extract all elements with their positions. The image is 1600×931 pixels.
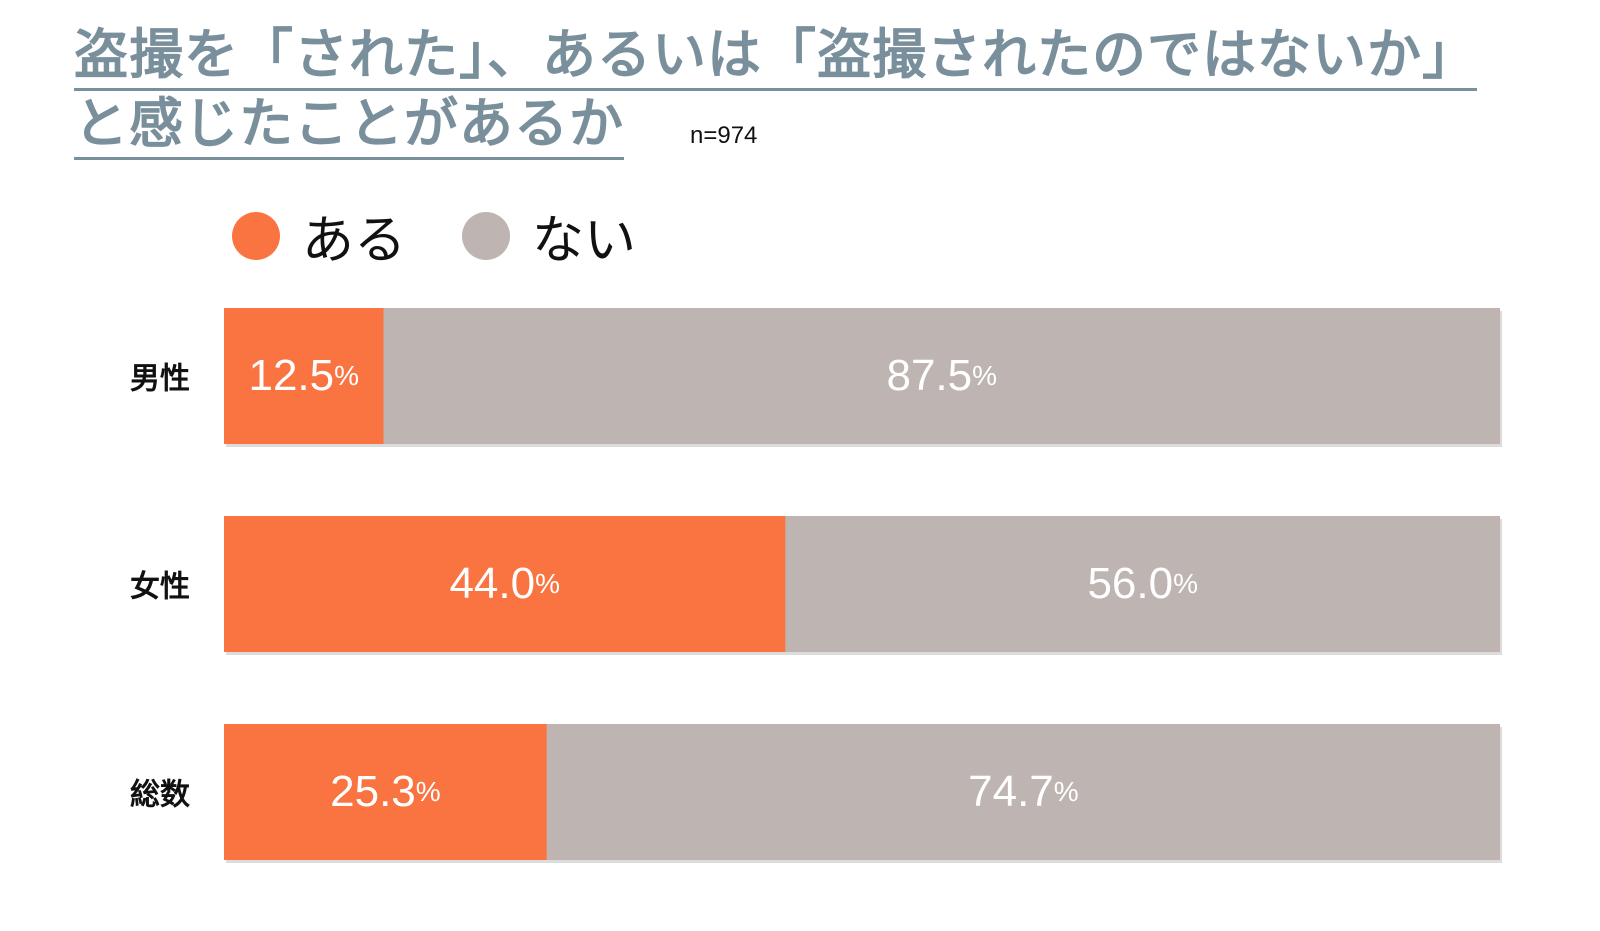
data-label-nai: 56.0% [1087,559,1198,608]
legend-swatch-nai [462,211,511,260]
legend-label-aru: ある [302,211,407,271]
bar-segment-aru [224,724,547,860]
chart-title-line-2: と感じたことがあるか [74,91,624,160]
chart-legend: ある ない [232,198,692,273]
bar-segment-nai [383,308,1500,444]
legend-label-nai: ない [532,211,637,271]
bar-row-1: 男性 12.5% 87.5% [130,308,1502,447]
legend-swatch-aru [232,211,280,260]
chart-title-line-1: 盗撮を「された」、あるいは「盗撮されたのではないか」 [74,22,1477,91]
category-label: 女性 [130,570,190,605]
bar-row-2: 女性 44.0% 56.0% [130,516,1502,655]
data-label-aru: 12.5% [248,351,359,400]
bar-segment-aru [224,308,384,444]
category-label: 男性 [130,362,190,397]
bar-segment-aru [224,516,786,652]
category-label: 総数 [130,778,191,813]
legend-item-aru: ある [232,198,406,273]
data-label-aru: 25.3% [330,767,441,816]
chart-title: 盗撮を「された」、あるいは「盗撮されたのではないか」 と感じたことがあるか [74,22,1534,160]
bar-row-3: 総数 25.3% 74.7% [130,724,1502,863]
data-label-nai: 74.7% [968,767,1079,816]
data-label-aru: 44.0% [449,559,560,608]
bar-segment-nai [546,724,1500,860]
sample-size-label: n=974 [690,122,758,149]
bar-segment-nai [785,516,1500,652]
legend-item-nai: ない [462,198,636,273]
data-label-nai: 87.5% [886,351,997,400]
